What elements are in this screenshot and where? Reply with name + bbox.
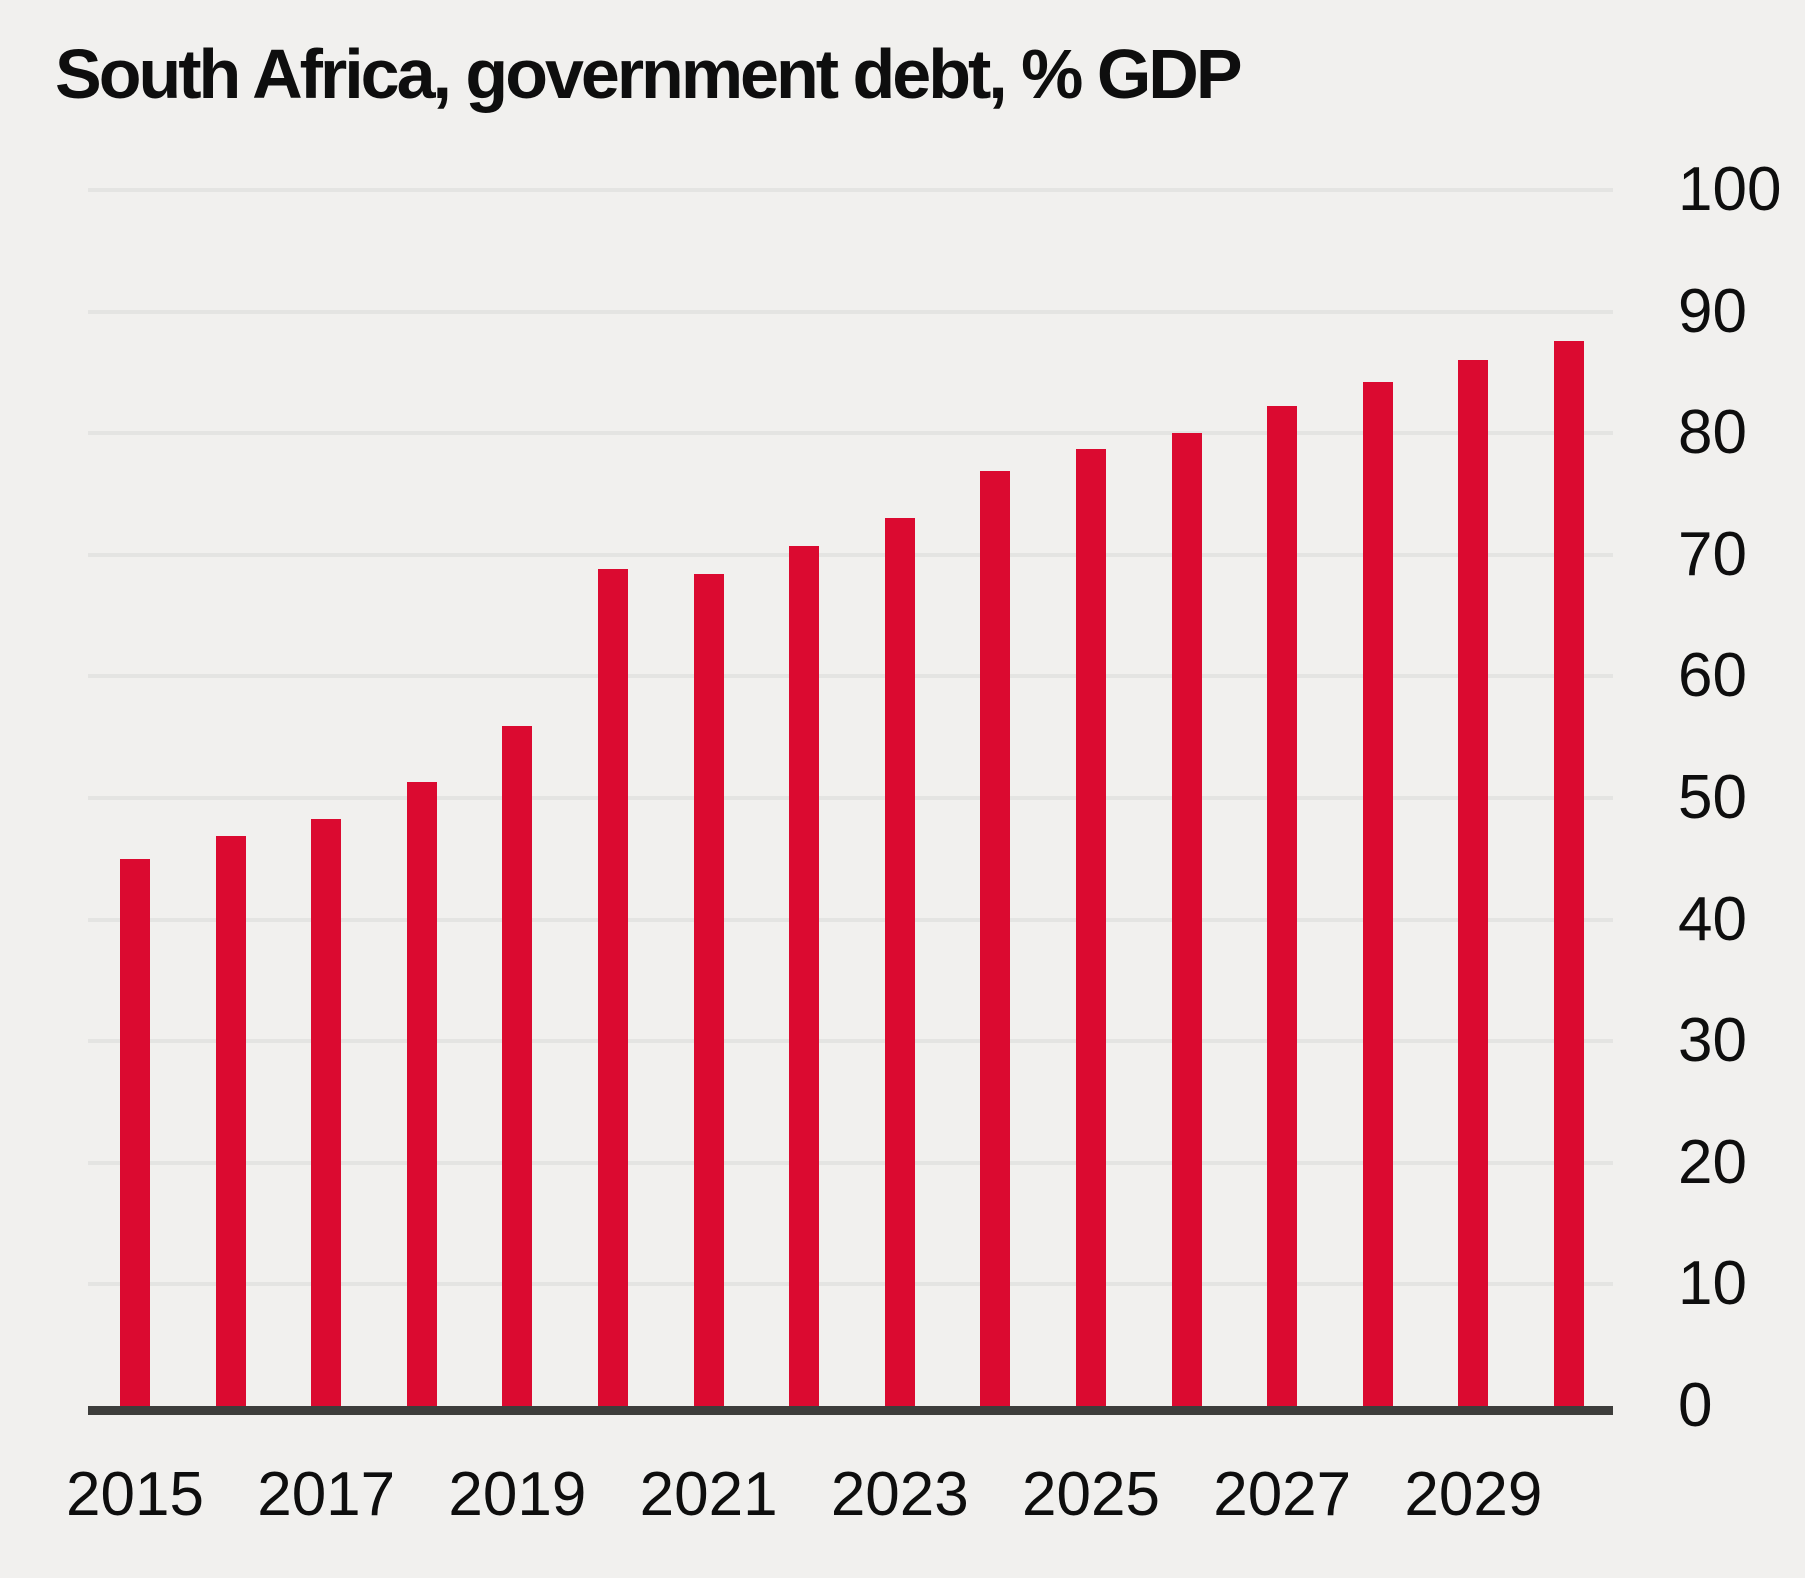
gridline-50: [88, 796, 1613, 800]
gridline-90: [88, 309, 1613, 314]
y-axis-tick-label-40: 40: [1678, 884, 1747, 954]
gridline-100: [88, 188, 1613, 192]
gridline-20: [88, 1160, 1613, 1165]
gridline-60: [88, 674, 1613, 679]
y-axis-tick-label-100: 100: [1678, 155, 1782, 224]
bar-2026: [1171, 433, 1202, 1406]
bar-2016: [215, 835, 246, 1406]
y-axis-tick-label-10: 10: [1678, 1249, 1747, 1319]
x-axis-tick-label-2019: 2019: [448, 1460, 587, 1529]
bar-2025: [1076, 449, 1106, 1406]
y-axis-tick-label-70: 70: [1678, 519, 1747, 589]
bar-2021: [693, 574, 724, 1406]
x-axis-tick-label-2025: 2025: [1022, 1460, 1160, 1529]
y-axis-tick-label-60: 60: [1678, 641, 1747, 711]
y-axis-tick-label-90: 90: [1678, 276, 1747, 346]
bar-2028: [1362, 382, 1393, 1406]
y-axis-tick-label-30: 30: [1678, 1006, 1747, 1076]
x-axis-tick-label-2015: 2015: [66, 1460, 204, 1529]
x-axis-tick-label-2027: 2027: [1213, 1460, 1352, 1529]
bar-2024: [980, 470, 1011, 1406]
bar-2018: [406, 782, 437, 1406]
x-axis-tick-label-2023: 2023: [830, 1460, 969, 1529]
gridline-80: [88, 431, 1613, 436]
y-axis-tick-label-80: 80: [1678, 398, 1747, 468]
bar-2017: [311, 818, 342, 1406]
y-axis-tick-label-0: 0: [1678, 1371, 1713, 1440]
x-axis-tick-label-2029: 2029: [1404, 1460, 1543, 1529]
chart-title: South Africa, government debt, % GDP: [55, 35, 1243, 113]
gridline-40: [88, 917, 1613, 922]
gridline-10: [88, 1282, 1613, 1287]
x-axis-tick-label-2017: 2017: [257, 1460, 396, 1529]
bar-2022: [789, 546, 820, 1406]
x-axis-tick-label-2021: 2021: [639, 1460, 778, 1529]
x-axis-baseline: [88, 1406, 1613, 1415]
gridline-70: [88, 552, 1613, 557]
bar-2029: [1458, 360, 1489, 1406]
y-axis-tick-label-50: 50: [1678, 763, 1747, 832]
bar-2023: [884, 518, 915, 1406]
bar-2019: [502, 726, 533, 1406]
bar-2020: [598, 569, 628, 1406]
bar-2030: [1554, 340, 1584, 1406]
bar-2015: [120, 858, 150, 1406]
gridline-30: [88, 1039, 1613, 1044]
y-axis-tick-label-20: 20: [1678, 1127, 1747, 1197]
bar-2027: [1267, 406, 1298, 1406]
